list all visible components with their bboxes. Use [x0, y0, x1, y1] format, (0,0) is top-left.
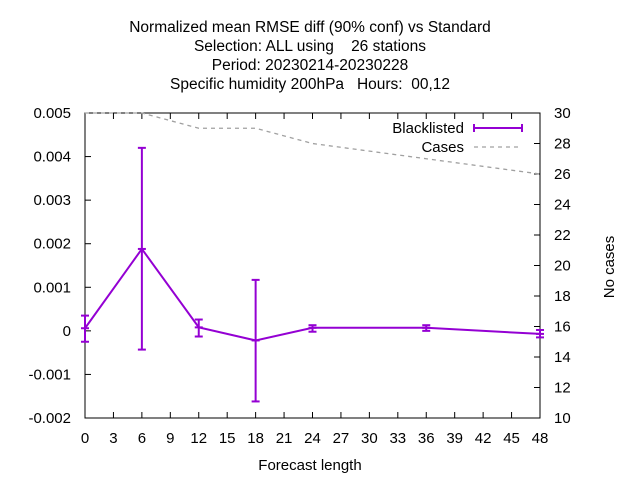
y2-tick-label: 22 — [554, 227, 571, 244]
y-tick-label: 0.004 — [33, 149, 71, 166]
x-tick-label: 3 — [109, 430, 117, 447]
x-axis-label: Forecast length — [258, 457, 361, 474]
legend: Blacklisted Cases — [392, 120, 523, 156]
x-tick-label: 42 — [475, 430, 492, 447]
title-line-4: Specific humidity 200hPa Hours: 00,12 — [170, 76, 450, 93]
x-tick-label: 9 — [166, 430, 174, 447]
y-tick-label: 0.005 — [33, 105, 71, 122]
x-tick-label: 39 — [446, 430, 463, 447]
x-tick-label: 45 — [503, 430, 520, 447]
x-tick-label: 30 — [361, 430, 378, 447]
y-axis-left: -0.002 -0.001 0 0.001 0.002 0.003 0.004 0.005 — [28, 105, 91, 427]
y2-tick-label: 14 — [554, 349, 571, 366]
x-tick-label: 33 — [389, 430, 406, 447]
y2-tick-label: 24 — [554, 197, 571, 214]
title-line-2: Selection: ALL using 26 stations — [194, 38, 426, 55]
series-layer — [81, 112, 544, 403]
y2-tick-label: 30 — [554, 105, 571, 122]
x-tick-label: 21 — [276, 430, 293, 447]
x-tick-label: 24 — [304, 430, 321, 447]
x-tick-label: 27 — [333, 430, 350, 447]
y-tick-label: 0.002 — [33, 236, 71, 253]
x-tick-label: 15 — [219, 430, 236, 447]
y2-tick-label: 18 — [554, 288, 571, 305]
y-tick-label: -0.001 — [28, 366, 71, 383]
y2-axis-label: No cases — [601, 236, 618, 299]
y-tick-label: -0.002 — [28, 410, 71, 427]
cases-line — [85, 112, 541, 175]
y-axis-right: 10 12 14 16 18 20 22 24 26 28 30 — [534, 105, 571, 427]
x-tick-label: 48 — [532, 430, 549, 447]
x-tick-label: 18 — [247, 430, 264, 447]
x-tick-label: 6 — [138, 430, 146, 447]
legend-label: Cases — [421, 139, 464, 156]
title-line-3: Period: 20230214-20230228 — [212, 57, 409, 74]
chart-title: Normalized mean RMSE diff (90% conf) vs … — [129, 19, 491, 93]
y2-tick-label: 20 — [554, 258, 571, 275]
x-axis: 0 3 6 9 12 15 18 21 24 27 30 33 36 39 42 45 48 — [81, 113, 549, 447]
y2-tick-label: 16 — [554, 319, 571, 336]
y2-tick-label: 12 — [554, 380, 571, 397]
y-tick-label: 0 — [63, 323, 71, 340]
legend-label: Blacklisted — [392, 120, 464, 137]
x-tick-label: 36 — [418, 430, 435, 447]
y2-tick-label: 26 — [554, 166, 571, 183]
y-tick-label: 0.001 — [33, 279, 71, 296]
x-tick-label: 12 — [190, 430, 207, 447]
y-tick-label: 0.003 — [33, 192, 71, 209]
x-tick-label: 0 — [81, 430, 89, 447]
title-line-1: Normalized mean RMSE diff (90% conf) vs … — [129, 19, 491, 36]
y2-tick-label: 28 — [554, 136, 571, 153]
y2-tick-label: 10 — [554, 410, 571, 427]
